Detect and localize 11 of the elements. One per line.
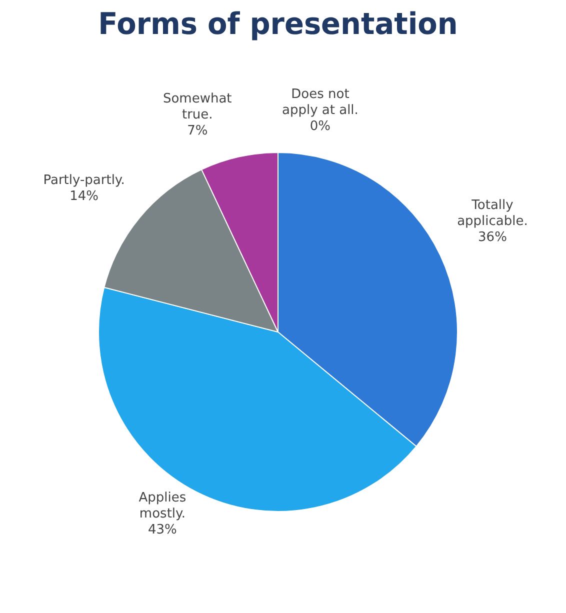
text: 0% xyxy=(310,118,331,134)
slice-label: Somewhat true. xyxy=(162,92,232,123)
data-label: 14% xyxy=(70,189,99,204)
chart-title: Forms of presentation xyxy=(98,6,458,41)
data-label: 7% xyxy=(187,124,208,139)
category-label: Does not apply at all. xyxy=(282,86,358,118)
slice-label: Applies mostly. xyxy=(138,490,186,522)
data-label: 43% xyxy=(148,522,177,538)
slice-label: Partly-partly. xyxy=(43,173,125,188)
slice-label: Totally applicable. xyxy=(457,198,528,229)
data-label: 36% xyxy=(478,230,507,245)
